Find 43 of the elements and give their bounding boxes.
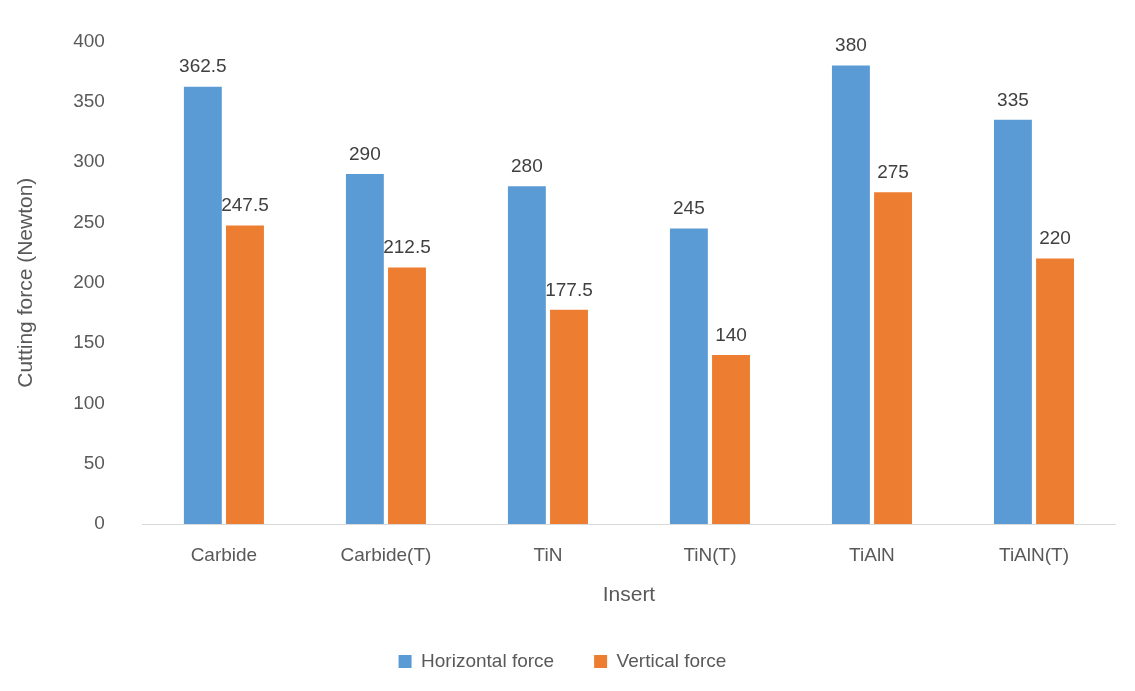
y-tick-label: 150 <box>73 331 105 353</box>
y-tick-label: 0 <box>94 512 105 534</box>
x-tick-label: TiAlN(T) <box>998 543 1069 565</box>
bar <box>874 192 912 524</box>
data-label: 212.5 <box>383 236 431 258</box>
legend-label: Horizontal force <box>421 649 555 671</box>
y-tick-label: 250 <box>73 210 105 232</box>
bar <box>226 225 264 524</box>
data-label: 380 <box>835 34 867 56</box>
bar <box>183 86 222 524</box>
bar <box>831 65 870 524</box>
data-label: 290 <box>349 142 381 164</box>
y-tick-label: 200 <box>73 270 105 292</box>
data-label: 245 <box>673 197 705 219</box>
data-label: 220 <box>1039 227 1071 249</box>
bar <box>550 309 588 524</box>
y-tick-label: 300 <box>73 150 105 172</box>
bar <box>669 228 708 524</box>
data-label: 362.5 <box>179 55 227 77</box>
y-tick-label: 100 <box>73 391 105 413</box>
y-tick-label: 350 <box>73 89 105 111</box>
data-label: 247.5 <box>221 194 269 216</box>
data-label: 280 <box>511 154 543 176</box>
x-tick-label: Carbide(T) <box>340 543 432 565</box>
bar <box>712 355 750 524</box>
x-tick-label: TiN <box>533 543 563 565</box>
bar <box>993 119 1032 524</box>
data-label: 177.5 <box>545 278 593 300</box>
x-tick-label: TiN(T) <box>683 543 737 565</box>
bar <box>345 174 384 524</box>
y-axis-title: Cutting force (Newton) <box>13 177 37 388</box>
x-tick-label: TiAlN <box>849 543 895 565</box>
x-tick-label: Carbide <box>190 543 258 565</box>
data-label: 140 <box>715 323 747 345</box>
legend-label: Vertical force <box>616 649 727 671</box>
bar <box>1036 258 1075 524</box>
bar <box>507 186 546 524</box>
x-axis-title: Insert <box>602 582 656 606</box>
y-tick-label: 50 <box>83 451 105 473</box>
y-tick-label: 400 <box>73 29 105 51</box>
bar <box>388 267 426 524</box>
data-label: 335 <box>997 88 1029 110</box>
data-label: 275 <box>877 160 909 182</box>
